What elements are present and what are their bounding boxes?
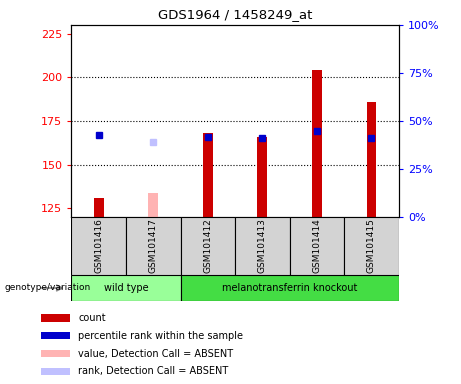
Text: GSM101414: GSM101414	[313, 218, 321, 273]
Bar	[344, 217, 399, 275]
Text: rank, Detection Call = ABSENT: rank, Detection Call = ABSENT	[78, 366, 229, 376]
Text: value, Detection Call = ABSENT: value, Detection Call = ABSENT	[78, 349, 233, 359]
Text: GSM101416: GSM101416	[94, 218, 103, 273]
Bar	[148, 192, 158, 217]
Text: melanotransferrin knockout: melanotransferrin knockout	[222, 283, 357, 293]
Bar	[290, 217, 344, 275]
Bar	[258, 137, 267, 217]
Bar	[94, 198, 104, 217]
Bar	[126, 217, 181, 275]
Text: GSM101417: GSM101417	[149, 218, 158, 273]
Bar	[41, 367, 70, 375]
Text: genotype/variation: genotype/variation	[5, 283, 91, 293]
Bar	[203, 133, 213, 217]
Text: GSM101412: GSM101412	[203, 218, 213, 273]
Text: GSM101415: GSM101415	[367, 218, 376, 273]
Text: percentile rank within the sample: percentile rank within the sample	[78, 331, 243, 341]
Bar	[71, 217, 126, 275]
Bar	[71, 275, 181, 301]
Text: count: count	[78, 313, 106, 323]
Text: GSM101413: GSM101413	[258, 218, 267, 273]
Bar	[312, 70, 322, 217]
Title: GDS1964 / 1458249_at: GDS1964 / 1458249_at	[158, 8, 312, 21]
Bar	[181, 275, 399, 301]
Bar	[235, 217, 290, 275]
Text: wild type: wild type	[104, 283, 148, 293]
Bar	[181, 217, 235, 275]
Bar	[41, 332, 70, 339]
Bar	[41, 350, 70, 357]
Bar	[366, 102, 376, 217]
Bar	[41, 314, 70, 322]
